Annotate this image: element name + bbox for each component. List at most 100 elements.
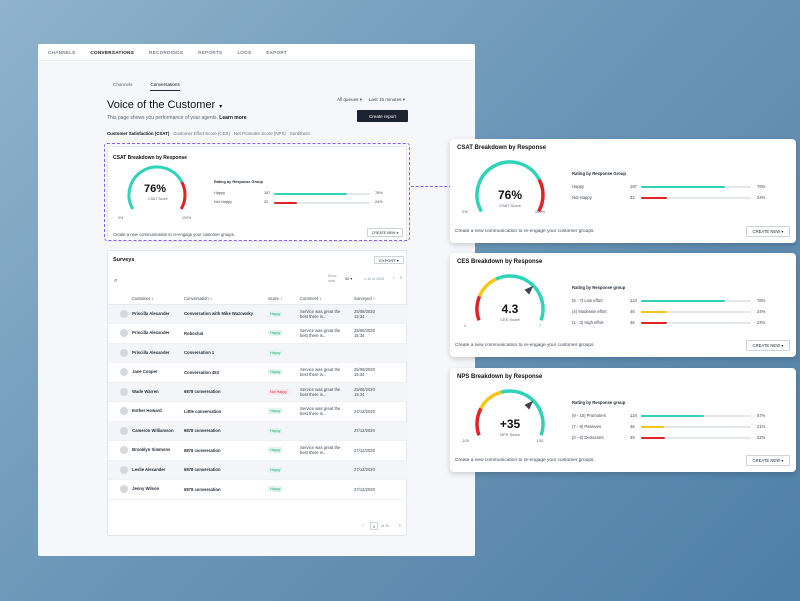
tab-channels[interactable]: Channels xyxy=(113,82,133,87)
create-report-button[interactable]: Create report xyxy=(357,110,408,122)
rows-range: 1-10 of 2020 xyxy=(364,277,385,281)
comment-cell: Service was great the best there is... xyxy=(300,304,354,324)
customer-name: Brooklyn Simmons xyxy=(132,447,171,453)
surveyed-cell: 27/12/2020 xyxy=(354,460,408,480)
create-new-button[interactable]: CREATE NEW ▾ xyxy=(746,226,790,237)
response-group-percent: 76% xyxy=(375,191,383,195)
export-button[interactable]: EXPORT ▾ xyxy=(374,256,404,264)
conversation-cell[interactable]: 6878 conversation xyxy=(184,421,268,441)
tab-csat[interactable]: Customer Satisfaction (CSAT) xyxy=(107,131,170,136)
conversation-cell[interactable]: Conversation 453 xyxy=(184,362,268,383)
create-new-label: CREATE NEW xyxy=(371,230,396,235)
table-row[interactable]: Leslie Alexander 6878 conversation Happy… xyxy=(108,460,408,480)
page-number-input[interactable]: 1 xyxy=(370,522,378,530)
nav-recordings[interactable]: RECORDINGS xyxy=(149,49,184,55)
next-page-icon[interactable]: › xyxy=(400,275,402,281)
queues-value: All queues xyxy=(337,97,359,102)
customer-name: Jane Cooper xyxy=(132,369,158,375)
create-new-button[interactable]: CREATE NEW ▾ xyxy=(367,228,403,237)
tab-sentiment[interactable]: Sentiment xyxy=(289,131,310,136)
response-group-bar-fill xyxy=(641,322,668,324)
score-cell: Happy xyxy=(268,362,300,383)
nav-channels[interactable]: CHANNELS xyxy=(48,49,76,55)
create-new-button[interactable]: CREATE NEW ▾ xyxy=(746,340,790,351)
conversation-cell[interactable]: Little conversation xyxy=(184,401,268,422)
table-row[interactable]: Jenny Wilson 6878 conversation Happy 27/… xyxy=(108,479,408,500)
conversation-cell[interactable]: Conversation 1 xyxy=(184,343,268,363)
nav-conversations[interactable]: CONVERSATIONS xyxy=(90,49,135,55)
comment-cell: Service was great the best there is... xyxy=(300,362,354,383)
response-group-count: 46 xyxy=(630,424,635,429)
time-range-dropdown[interactable]: Last 15 minutes ▾ xyxy=(369,97,405,103)
conversation-cell[interactable]: 6878 conversation xyxy=(184,382,268,402)
next-page-icon[interactable]: › xyxy=(399,523,401,529)
column-header-label: Customer xyxy=(132,295,151,301)
score-cell: Happy xyxy=(268,343,300,363)
gauge-max-label: 7 xyxy=(538,323,542,328)
highlight-outline xyxy=(104,143,410,241)
gauge-red-arc xyxy=(475,295,482,321)
page-title[interactable]: Voice of the Customer ▾ xyxy=(107,99,222,111)
response-group-count: 124 xyxy=(630,413,637,418)
gauge-teal-arc xyxy=(495,274,545,321)
time-range-value: Last 15 minutes xyxy=(369,97,402,102)
response-group-count: 46 xyxy=(630,320,635,325)
create-new-button[interactable]: CREATE NEW ▾ xyxy=(746,455,790,466)
column-header-label: Comment xyxy=(300,295,319,301)
response-group-percent: 21% xyxy=(757,424,766,429)
response-group-bar-fill xyxy=(641,415,704,417)
gauge-min-label: -100 xyxy=(460,438,469,443)
csat-mini-score-label: CSAT Score xyxy=(148,197,168,201)
comment-text: Service was great the best there is... xyxy=(300,386,341,397)
surveyed-cell xyxy=(354,343,408,363)
table-row[interactable]: Brooklyn Simmons 6878 conversation Happy… xyxy=(108,440,408,461)
nav-reports[interactable]: REPORTS xyxy=(198,49,223,55)
status-badge: Happy xyxy=(268,486,283,493)
tab-ces[interactable]: Customer Effort Score (CES) xyxy=(173,131,230,136)
table-row[interactable]: Cameron Williamson 6878 conversation Hap… xyxy=(108,421,408,441)
table-row[interactable]: Jane Cooper Conversation 453 Happy Servi… xyxy=(108,362,408,383)
surveyed-date: 25/08/2020 xyxy=(354,386,375,392)
conversation-cell[interactable]: Conversation with Mike Wazowsky xyxy=(184,304,268,324)
column-header-score[interactable]: Score ↕ xyxy=(268,293,300,305)
table-row[interactable]: Priscilla Alexander Conversation with Mi… xyxy=(108,304,408,324)
prev-page-icon[interactable]: ‹ xyxy=(393,275,395,281)
csat-mini-score: 76% xyxy=(144,183,167,195)
comment-text: Service was great the best there is... xyxy=(300,367,341,378)
customer-name: Priscilla Alexander xyxy=(132,330,170,336)
customer-cell: Leslie Alexander xyxy=(108,460,184,480)
table-row[interactable]: Esther Howard Little conversation Happy … xyxy=(108,401,408,422)
prev-page-icon[interactable]: ‹ xyxy=(362,523,364,529)
table-row[interactable]: Priscilla Alexander Conversation 1 Happy xyxy=(108,343,408,363)
search-icon[interactable]: ⌕ xyxy=(114,278,118,284)
column-header-surveyed[interactable]: Surveyed ↕ xyxy=(354,293,408,305)
nav-export[interactable]: EXPORT xyxy=(266,49,288,55)
gauge-max-label: 100% xyxy=(182,216,192,220)
column-header-comment[interactable]: Comment ↕ xyxy=(300,293,354,305)
table-row[interactable]: Wade Warren 6878 conversation Not Happy … xyxy=(108,382,408,402)
column-header-customer[interactable]: Customer ↕ xyxy=(108,293,184,305)
conversation-cell[interactable]: 6878 conversation xyxy=(184,479,268,500)
conversation-cell[interactable]: 6878 conversation xyxy=(184,440,268,461)
customer-cell: Cameron Williamson xyxy=(108,421,184,441)
score-cell: Happy xyxy=(268,460,300,480)
gauge-min-label: 1 xyxy=(463,323,467,328)
nps-gauge xyxy=(475,389,545,436)
per-page-select[interactable]: 50 ▾ xyxy=(345,277,353,281)
table-row[interactable]: Priscilla Alexander Robochat Happy Servi… xyxy=(108,323,408,344)
column-header-conversation[interactable]: Conversation ↕ xyxy=(184,293,268,305)
learn-more-link[interactable]: Learn more xyxy=(219,115,247,121)
tab-nps[interactable]: Net Promoter Score (NPS) xyxy=(233,131,286,136)
nav-logs[interactable]: LOGS xyxy=(237,49,252,55)
score-cell: Happy xyxy=(268,401,300,422)
conversation-cell[interactable]: 6878 conversation xyxy=(184,460,268,480)
response-group-count: 32 xyxy=(264,200,269,204)
conversation-cell[interactable]: Robochat xyxy=(184,323,268,344)
response-group-bar-fill xyxy=(641,197,668,199)
tab-conversations[interactable]: Conversations xyxy=(150,82,180,91)
queues-dropdown[interactable]: All queues ▾ xyxy=(337,97,362,103)
csat-breakdown-card: CSAT Breakdown by Response 76% CSAT Scor… xyxy=(450,139,796,243)
surveys-table-body: Priscilla Alexander Conversation with Mi… xyxy=(108,304,408,500)
status-badge: Happy xyxy=(268,408,283,415)
response-group-bar-fill xyxy=(641,426,665,428)
